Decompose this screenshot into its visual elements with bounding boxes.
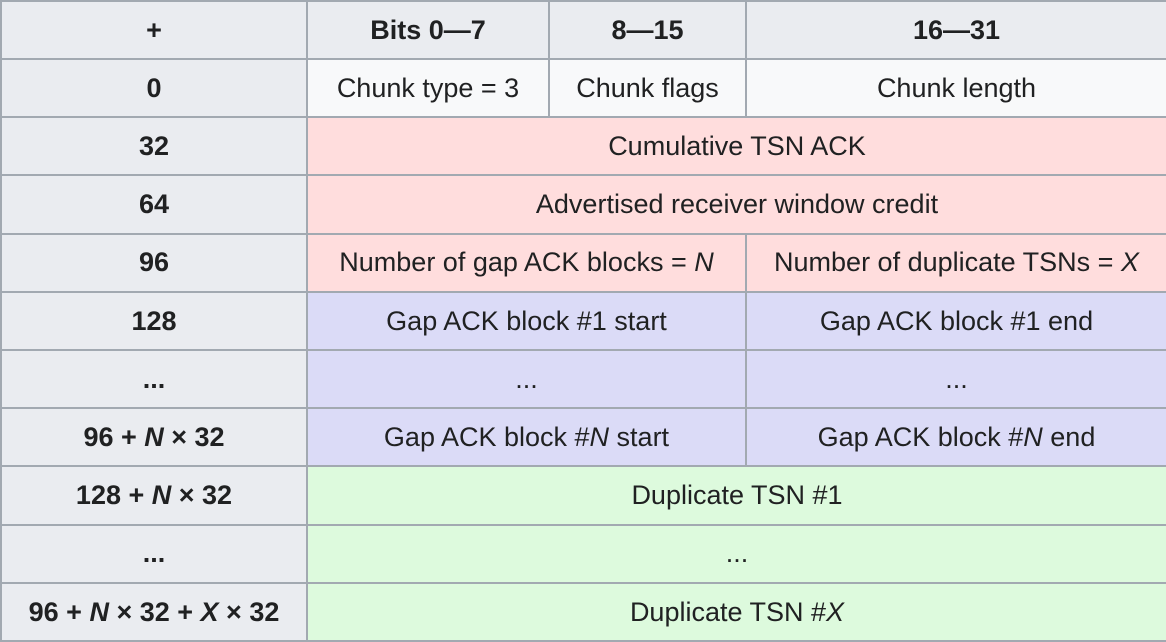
- text-segment: × 32: [171, 480, 233, 511]
- row-offset-128: 128 Gap ACK block #1 start Gap ACK block…: [0, 290, 1166, 351]
- offset-cell: 0: [0, 57, 308, 119]
- text-segment: start: [609, 422, 670, 453]
- text-segment: 96 +: [83, 422, 145, 453]
- offset-cell: 96: [0, 232, 308, 293]
- text-segment: Number of duplicate TSNs =: [774, 247, 1121, 278]
- field-cell-cumulative-tsn-ack: Cumulative TSN ACK: [306, 116, 1166, 177]
- text-segment: Advertised receiver window credit: [535, 189, 939, 220]
- row-offset-128-plus-n32: 128 + N × 32 Duplicate TSN #1: [0, 465, 1166, 526]
- text-segment: 128 +: [75, 480, 152, 511]
- text-segment: Chunk length: [876, 72, 1037, 103]
- row-offset-96-plus-n32: 96 + N × 32 Gap ACK block #N start Gap A…: [0, 407, 1166, 468]
- text-segment: X: [200, 596, 219, 627]
- text-segment: Duplicate TSN #1: [631, 480, 843, 511]
- field-cell-ellipsis: ...: [745, 348, 1166, 410]
- field-cell-number-of-gap-ack-blocks: Number of gap ACK blocks = N: [306, 232, 747, 293]
- text-segment: Cumulative TSN ACK: [608, 131, 866, 162]
- text-segment: × 32: [218, 596, 280, 627]
- text-segment: 96 +: [28, 596, 90, 627]
- text-segment: Chunk type = 3: [336, 72, 520, 103]
- offset-cell: ...: [0, 348, 308, 410]
- text-segment: × 32: [163, 422, 225, 453]
- offset-cell: 96 + N × 32 + X × 32: [0, 581, 308, 642]
- field-cell-chunk-type: Chunk type = 3: [306, 57, 550, 119]
- field-cell-number-of-duplicate-tsns: Number of duplicate TSNs = X: [745, 232, 1166, 293]
- field-cell-duplicate-tsn-1: Duplicate TSN #1: [306, 465, 1166, 526]
- row-offset-64: 64 Advertised receiver window credit: [0, 174, 1166, 235]
- text-segment: N: [89, 596, 109, 627]
- field-cell-gap-ack-block-1-end: Gap ACK block #1 end: [745, 290, 1166, 351]
- row-offset-96: 96 Number of gap ACK blocks = N Number o…: [0, 232, 1166, 293]
- text-segment: ...: [515, 363, 538, 394]
- bits-16-31-column-header: 16—31: [745, 0, 1166, 60]
- field-cell-gap-ack-block-n-start: Gap ACK block #N start: [306, 407, 747, 468]
- header-row: + Bits 0—7 8—15 16—31: [0, 0, 1166, 60]
- field-cell-ellipsis: ...: [306, 348, 747, 410]
- bits-0-7-column-header: Bits 0—7: [306, 0, 550, 60]
- text-segment: N: [589, 422, 610, 453]
- field-cell-advertised-receiver-window-credit: Advertised receiver window credit: [306, 174, 1166, 235]
- text-segment: Duplicate TSN #: [629, 596, 827, 627]
- text-segment: Chunk flags: [576, 72, 719, 103]
- offset-cell: ...: [0, 523, 308, 584]
- text-segment: Gap ACK block #: [383, 422, 590, 453]
- text-segment: Number of gap ACK blocks =: [339, 247, 695, 278]
- field-cell-chunk-flags: Chunk flags: [548, 57, 747, 119]
- text-segment: 32: [138, 131, 170, 162]
- offset-cell: 64: [0, 174, 308, 235]
- text-segment: Gap ACK block #1 start: [386, 305, 667, 336]
- field-cell-gap-ack-block-1-start: Gap ACK block #1 start: [306, 290, 747, 351]
- text-segment: N: [694, 247, 714, 278]
- text-segment: Gap ACK block #1 end: [819, 305, 1094, 336]
- field-cell-gap-ack-block-n-end: Gap ACK block #N end: [745, 407, 1166, 468]
- text-segment: × 32 +: [108, 596, 201, 627]
- text-segment: ...: [725, 538, 749, 569]
- offset-cell: 32: [0, 116, 308, 177]
- text-segment: N: [151, 480, 172, 511]
- offset-cell: 128 + N × 32: [0, 465, 308, 526]
- row-ellipsis-gap-ack: ... ... ...: [0, 348, 1166, 410]
- field-cell-chunk-length: Chunk length: [745, 57, 1166, 119]
- text-segment: N: [1023, 422, 1043, 453]
- text-segment: ...: [142, 363, 166, 394]
- row-offset-96-plus-n32-plus-x32: 96 + N × 32 + X × 32 Duplicate TSN #X: [0, 581, 1166, 642]
- field-cell-ellipsis: ...: [306, 523, 1166, 584]
- text-segment: X: [1120, 247, 1139, 278]
- text-segment: N: [144, 422, 164, 453]
- text-segment: 0: [146, 72, 162, 103]
- text-segment: 128: [131, 305, 177, 336]
- offset-cell: 96 + N × 32: [0, 407, 308, 468]
- row-offset-0: 0 Chunk type = 3 Chunk flags Chunk lengt…: [0, 57, 1166, 119]
- text-segment: X: [826, 596, 845, 627]
- offset-cell: 128: [0, 290, 308, 351]
- offset-column-header: +: [0, 0, 308, 60]
- field-cell-duplicate-tsn-x: Duplicate TSN #X: [306, 581, 1166, 642]
- text-segment: 64: [138, 189, 170, 220]
- bits-8-15-column-header: 8—15: [548, 0, 747, 60]
- text-segment: end: [1042, 422, 1096, 453]
- text-segment: ...: [142, 538, 166, 569]
- text-segment: Gap ACK block #: [817, 422, 1024, 453]
- text-segment: 96: [138, 247, 170, 278]
- row-ellipsis-duplicate-tsn: ... ...: [0, 523, 1166, 584]
- text-segment: ...: [945, 363, 968, 394]
- row-offset-32: 32 Cumulative TSN ACK: [0, 116, 1166, 177]
